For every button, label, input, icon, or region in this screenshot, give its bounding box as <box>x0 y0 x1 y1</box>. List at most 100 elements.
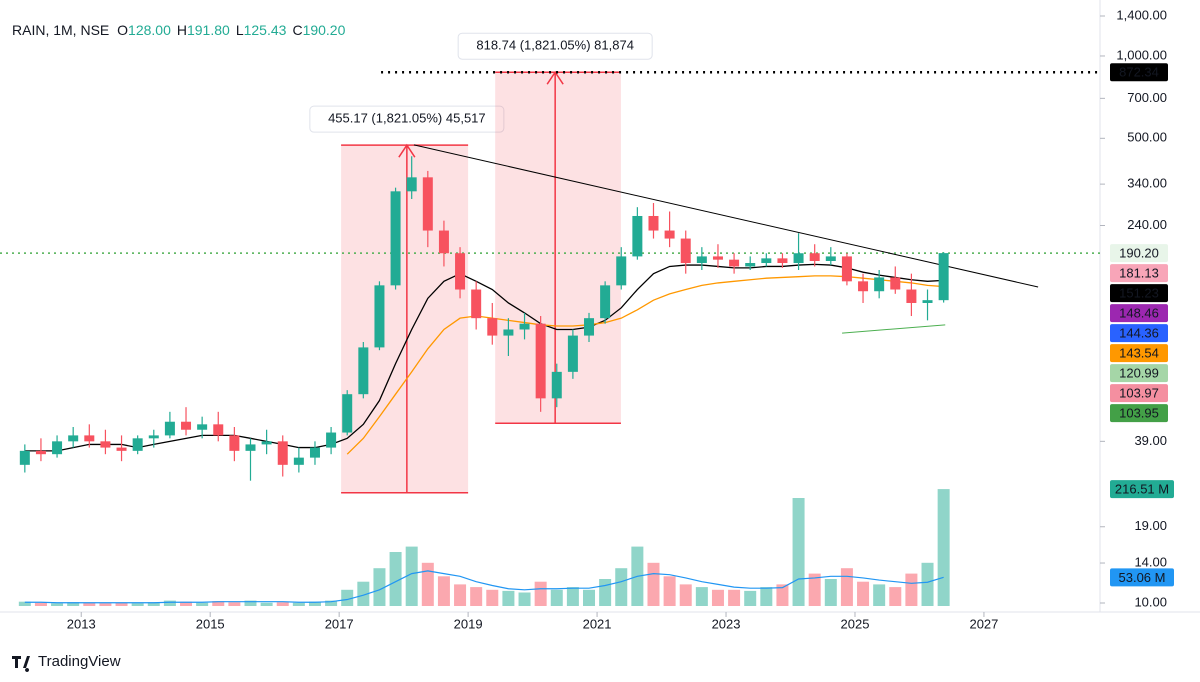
candle-body <box>229 435 240 451</box>
candle-body <box>906 289 917 303</box>
ohlc-value: 190.20 <box>303 22 346 38</box>
ohlc: O128.00 H191.80 L125.43 C190.20 <box>117 22 345 38</box>
volume-bar <box>792 498 805 606</box>
candle-body <box>858 281 869 292</box>
volume-bar <box>405 546 418 606</box>
measure-label: 818.74 (1,821.05%) 81,874 <box>476 38 634 53</box>
volume-bar <box>228 602 241 606</box>
candle-body <box>132 438 143 451</box>
candle-body <box>729 259 740 267</box>
candle-body <box>277 441 288 465</box>
volume-bar <box>647 562 660 606</box>
measure-box <box>341 145 469 493</box>
candle-body <box>584 318 595 336</box>
candle-body <box>35 450 46 455</box>
candle-body <box>406 177 417 192</box>
volume-bar <box>857 581 870 606</box>
candle-body <box>551 371 562 399</box>
candle-body <box>245 444 256 451</box>
candle-body <box>938 253 949 301</box>
x-tick-label: 2027 <box>969 616 998 631</box>
volume-bar <box>18 601 31 606</box>
x-tick-label: 2017 <box>325 616 354 631</box>
candle-body <box>68 435 79 442</box>
x-tick-label: 2021 <box>583 616 612 631</box>
volume-bar <box>760 587 773 606</box>
price-label-box <box>1110 244 1168 263</box>
price-label: 120.99 <box>1119 366 1159 381</box>
volume-bar <box>389 552 402 606</box>
candle-body <box>874 277 885 292</box>
price-label: 151.23 <box>1119 286 1159 301</box>
candle-body <box>116 447 127 451</box>
volume-bar <box>550 589 563 606</box>
header: RAIN, 1M, NSE O128.00 H191.80 L125.43 C190.… <box>12 22 346 38</box>
volume-label: 53.06 M <box>1119 570 1166 585</box>
x-tick-label: 2015 <box>196 616 225 631</box>
candle-body <box>793 253 804 264</box>
y-tick-label: 19.00 <box>1134 518 1167 533</box>
candle-body <box>326 432 337 448</box>
ohlc-key: H <box>177 22 187 38</box>
volume-bar <box>695 587 708 606</box>
measure-label-box <box>457 32 653 60</box>
x-tick-label: 2023 <box>712 616 741 631</box>
price-label: 148.46 <box>1119 306 1159 321</box>
ohlc-value: 125.43 <box>244 22 287 38</box>
x-tick-label: 2013 <box>67 616 96 631</box>
candle-body <box>519 323 530 330</box>
price-label: 181.13 <box>1119 266 1159 281</box>
volume-bar <box>776 584 789 606</box>
price-label-box <box>1110 324 1168 343</box>
candle-body <box>293 457 304 465</box>
candle-body <box>825 256 836 261</box>
candle-body <box>342 394 353 433</box>
volume-bar <box>502 590 515 606</box>
ohlc-key: O <box>117 22 128 38</box>
candle-body <box>567 335 578 372</box>
volume-label: 216.51 M <box>1115 482 1169 497</box>
brand: TradingView <box>38 653 121 670</box>
candle-body <box>148 435 159 439</box>
volume-bar <box>99 603 112 606</box>
volume-bar <box>824 579 837 606</box>
candle-body <box>535 323 546 399</box>
volume-bar <box>728 589 741 606</box>
candle-body <box>922 300 933 303</box>
candle-body <box>422 177 433 231</box>
candle-body <box>374 285 385 348</box>
volume-bar <box>341 589 354 606</box>
volume-bar <box>373 568 386 606</box>
price-label-box <box>1110 404 1168 423</box>
trend-line <box>842 324 946 334</box>
candle-body <box>197 424 208 430</box>
volume-bar <box>711 589 724 606</box>
candle-body <box>84 435 95 442</box>
y-tick-label: 240.00 <box>1127 217 1167 232</box>
volume-bar <box>470 587 483 606</box>
candle-body <box>261 441 272 445</box>
candle-body <box>181 421 192 430</box>
volume-bar <box>873 584 886 606</box>
candle-body <box>761 258 772 264</box>
candle-body <box>487 318 498 336</box>
volume-ma-line <box>24 570 944 604</box>
candle-body <box>52 441 63 455</box>
candle-body <box>600 285 611 319</box>
volume-bar <box>292 602 305 606</box>
ohlc-key: L <box>236 22 244 38</box>
volume-bar <box>325 600 338 606</box>
price-label: 103.95 <box>1119 406 1159 421</box>
volume-bar <box>921 562 934 606</box>
price-label-box <box>1110 384 1168 403</box>
volume-bar <box>421 562 434 606</box>
candle-body <box>358 347 369 395</box>
price-label-box <box>1110 264 1168 283</box>
candle-body <box>680 238 691 264</box>
candle-body <box>503 329 514 336</box>
y-tick-label: 700.00 <box>1127 90 1167 105</box>
y-tick-label: 1,400.00 <box>1116 7 1167 22</box>
volume-bar <box>889 587 902 606</box>
volume-bar <box>905 573 918 606</box>
